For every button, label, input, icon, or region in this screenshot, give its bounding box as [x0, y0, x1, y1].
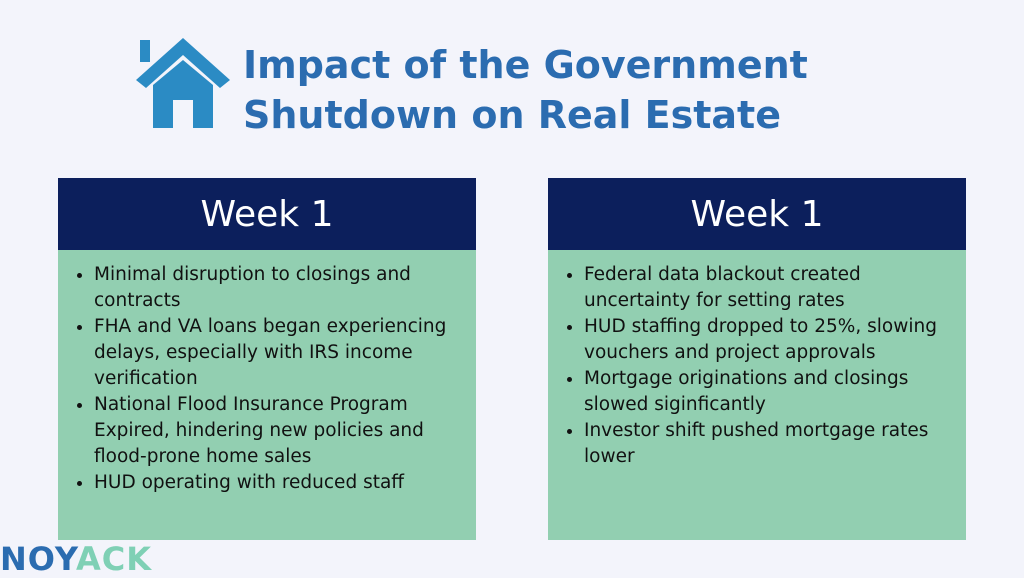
panel-body: Federal data blackout created uncertaint… — [548, 250, 966, 540]
bullet-list: Federal data blackout created uncertaint… — [562, 262, 952, 470]
bullet-list: Minimal disruption to closings and contr… — [72, 262, 462, 496]
bullet: FHA and VA loans began experiencing dela… — [94, 314, 462, 392]
panel-heading: Week 1 — [548, 178, 966, 250]
title-line: Impact of the Government — [243, 43, 808, 87]
panel-body: Minimal disruption to closings and contr… — [58, 250, 476, 540]
bullet: Investor shift pushed mortgage rates low… — [584, 418, 952, 470]
panel-heading: Week 1 — [58, 178, 476, 250]
title-line: Shutdown on Real Estate — [243, 93, 781, 137]
bullet: National Flood Insurance Program Expired… — [94, 392, 462, 470]
house-icon — [136, 38, 230, 128]
title: Impact of the Government Shutdown on Rea… — [243, 40, 808, 140]
panel: Week 1 Federal data blackout created unce… — [548, 178, 966, 540]
bullet: HUD operating with reduced staff — [94, 470, 462, 496]
bullet: HUD staffing dropped to 25%, slowing vou… — [584, 314, 952, 366]
logo: NOYACK — [0, 540, 152, 578]
bullet: Mortgage originations and closings slowe… — [584, 366, 952, 418]
bullet: Minimal disruption to closings and contr… — [94, 262, 462, 314]
bullet: Federal data blackout created uncertaint… — [584, 262, 952, 314]
panel: Week 1 Minimal disruption to closings and… — [58, 178, 476, 540]
